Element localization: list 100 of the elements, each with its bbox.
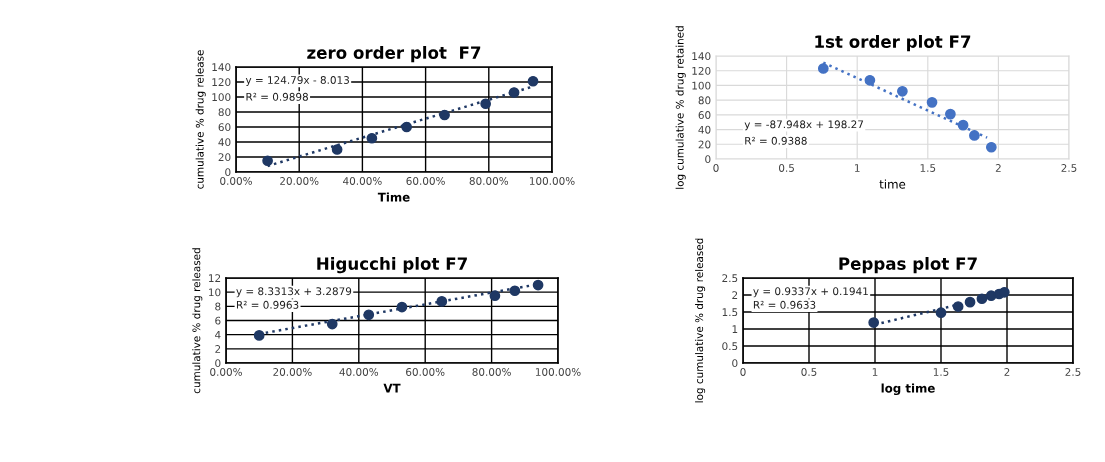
y-tick-label: 120	[212, 78, 231, 87]
point	[331, 144, 343, 155]
y-tick-label: 80	[218, 108, 231, 117]
y-tick-label: 140	[692, 52, 711, 61]
point	[969, 130, 980, 141]
y-tick-label: 20	[218, 153, 231, 162]
point	[926, 96, 938, 108]
x-tick-label: 1.5	[920, 164, 936, 172]
y-tick-label: 0	[732, 359, 738, 368]
y-axis-title: log cumulative % drug released	[695, 238, 706, 403]
y-axis-title: log cumulative % drug retained	[675, 26, 686, 189]
point	[508, 87, 520, 98]
x-tick-label: 20.00%	[273, 368, 312, 376]
point	[253, 330, 265, 341]
x-tick-label: 40.00%	[339, 368, 379, 376]
y-axis-title: cumulative % drug release	[195, 50, 206, 189]
x-tick-label: 1	[872, 368, 878, 376]
x-tick-label: 0.00%	[210, 368, 242, 376]
y-tick-label: 120	[692, 66, 711, 75]
y-tick-label: 100	[692, 81, 711, 90]
annotation: R² = 0.9633	[753, 300, 816, 309]
y-axis-title: cumulative % drug released	[192, 248, 203, 394]
x-tick-label: 20.00%	[280, 177, 319, 185]
x-tick-label: 0.5	[801, 368, 817, 376]
point	[817, 63, 829, 74]
x-tick-label: 0	[713, 164, 719, 172]
point	[957, 119, 969, 131]
point	[439, 109, 450, 121]
x-axis-title: VT	[383, 383, 401, 393]
annotation: y = 0.9337x + 0.1941	[753, 287, 868, 298]
point	[480, 98, 491, 110]
x-tick-label: 1.5	[933, 368, 949, 376]
y-tick-label: 1	[732, 325, 738, 333]
point	[532, 279, 544, 291]
point	[999, 286, 1010, 298]
annotation: R² = 0.9898	[246, 92, 308, 101]
point	[363, 309, 375, 321]
x-tick-label: 0.5	[779, 164, 794, 172]
x-tick-label: 40.00%	[343, 177, 382, 185]
y-tick-label: 2.5	[722, 274, 738, 283]
annotation: R² = 0.9963	[236, 300, 299, 309]
y-tick-label: 60	[698, 111, 711, 119]
y-tick-label: 40	[698, 125, 711, 134]
annotation: y = 8.3313x + 3.2879	[236, 287, 352, 298]
point	[868, 317, 880, 328]
y-tick-label: 0.5	[722, 342, 738, 351]
x-axis-title: log time	[881, 383, 935, 396]
chart-title: zero order plot F7	[307, 46, 481, 63]
y-tick-label: 0	[705, 155, 711, 164]
y-tick-label: 40	[218, 138, 231, 147]
annotation: y = -87.948x + 198.27	[744, 120, 864, 131]
y-tick-label: 60	[218, 123, 231, 132]
point	[401, 121, 412, 133]
y-tick-label: 80	[698, 96, 711, 105]
x-tick-label: 0.00%	[220, 177, 252, 185]
x-tick-label: 2.5	[1065, 368, 1081, 376]
x-tick-label: 1	[855, 164, 860, 172]
chart-title: Peppas plot F7	[839, 257, 977, 274]
point	[509, 285, 521, 297]
point	[366, 132, 378, 144]
y-tick-label: 4	[215, 331, 221, 339]
y-tick-label: 6	[215, 316, 221, 325]
x-tick-label: 0	[740, 368, 746, 376]
x-tick-label: 80.00%	[472, 368, 511, 376]
x-tick-label: 60.00%	[406, 368, 445, 376]
y-tick-label: 8	[215, 302, 221, 311]
chart-title: Higucchi plot F7	[317, 257, 467, 274]
y-tick-label: 12	[209, 274, 221, 282]
x-tick-label: 2.5	[1061, 164, 1077, 172]
point	[935, 307, 947, 319]
y-tick-label: 0	[215, 359, 221, 368]
x-tick-label: 2	[995, 164, 1001, 172]
point	[897, 85, 908, 97]
point	[396, 301, 408, 313]
point	[952, 301, 964, 312]
point	[945, 108, 956, 120]
point	[976, 293, 988, 305]
x-axis-title: time	[879, 179, 906, 189]
point	[262, 155, 273, 167]
y-tick-label: 2	[215, 345, 221, 353]
y-tick-label: 100	[212, 93, 231, 102]
y-tick-label: 10	[209, 288, 221, 297]
chart-title: 1st order plot F7	[815, 35, 971, 52]
x-tick-label: 100.00%	[529, 177, 575, 185]
point	[436, 296, 448, 307]
y-tick-label: 20	[698, 140, 711, 149]
point	[527, 75, 539, 87]
point	[864, 74, 876, 86]
annotation: y = 124.79x - 8.013	[245, 76, 349, 86]
y-tick-label: 140	[212, 63, 231, 72]
y-tick-label: 1.5	[722, 308, 738, 317]
annotation: R² = 0.9388	[745, 136, 807, 145]
x-tick-label: 100.00%	[535, 368, 581, 376]
point	[489, 290, 501, 302]
point	[985, 141, 997, 153]
x-tick-label: 80.00%	[469, 177, 509, 185]
x-axis-title: Time	[377, 192, 410, 202]
point	[964, 296, 976, 308]
x-tick-label: 2	[1004, 368, 1010, 376]
x-tick-label: 60.00%	[406, 177, 445, 185]
